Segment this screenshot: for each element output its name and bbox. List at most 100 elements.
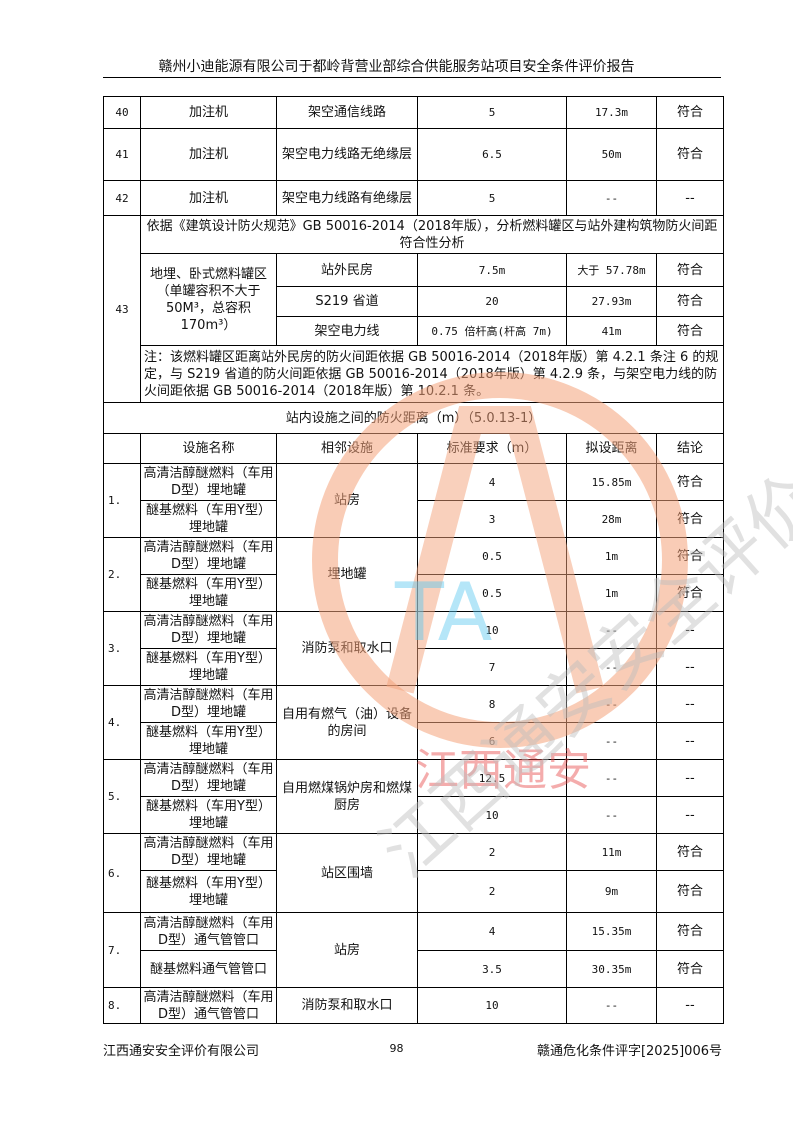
proposed-distance: -- xyxy=(566,611,657,649)
facility-name: 醚基燃料（车用Y型）埋地罐 xyxy=(140,870,277,913)
group-number: 2. xyxy=(103,537,141,612)
proposed-distance: -- xyxy=(566,722,657,760)
proposed-distance: 9m xyxy=(566,870,657,913)
facility-name: 加注机 xyxy=(140,128,277,181)
tank-area: 地埋、卧式燃料罐区（单罐容积不大于50M³，总容积 170m³） xyxy=(140,253,277,346)
proposed-distance: 41m xyxy=(566,316,657,346)
facility-name: 加注机 xyxy=(140,96,277,129)
conclusion: 符合 xyxy=(656,833,724,871)
standard-requirement: 10 xyxy=(417,987,567,1024)
standard-requirement: 4 xyxy=(417,463,567,501)
conclusion: -- xyxy=(656,796,724,834)
facility-name: 高清洁醇醚燃料（车用D型）埋地罐 xyxy=(140,463,277,501)
conclusion: 符合 xyxy=(656,574,724,612)
analysis-title: 依据《建筑设计防火规范》GB 50016-2014（2018年版），分析燃料罐区… xyxy=(140,215,724,254)
facility-name: 醚基燃料（车用Y型）埋地罐 xyxy=(140,574,277,612)
table-row: 8. 高清洁醇醚燃料（车用D型）通气管管口 消防泵和取水口 10 -- -- xyxy=(103,987,724,1024)
proposed-distance: 17.3m xyxy=(566,96,657,129)
standard-requirement: 7 xyxy=(417,648,567,686)
adjacent-facility: 站区围墙 xyxy=(276,833,418,913)
proposed-distance: 27.93m xyxy=(566,286,657,317)
row-number: 43 xyxy=(103,215,141,403)
section-title-row: 站内设施之间的防火距离（m）（5.0.13-1） xyxy=(103,402,724,434)
conclusion: 符合 xyxy=(656,912,724,951)
fire-distance-table: 40 加注机 架空通信线路 5 17.3m 符合 41 加注机 架空电力线路无绝缘层 6.5 50m… xyxy=(103,96,724,1024)
conclusion: 符合 xyxy=(656,253,724,287)
group-number: 3. xyxy=(103,611,141,686)
standard-requirement: 0.5 xyxy=(417,537,567,575)
conclusion: -- xyxy=(656,685,724,723)
group-number: 1. xyxy=(103,463,141,538)
row-number: 40 xyxy=(103,96,141,129)
standard-requirement: 10 xyxy=(417,611,567,649)
proposed-distance: 1m xyxy=(566,574,657,612)
facility-name: 高清洁醇醚燃料（车用D型）埋地罐 xyxy=(140,833,277,871)
column-header: 拟设距离 xyxy=(566,433,657,464)
page-number: 98 xyxy=(389,1042,404,1055)
conclusion: 符合 xyxy=(656,537,724,575)
facility-name: 醚基燃料通气管管口 xyxy=(140,950,277,988)
standard-requirement: 2 xyxy=(417,870,567,913)
conclusion: -- xyxy=(656,722,724,760)
proposed-distance: -- xyxy=(566,648,657,686)
facility-name: 醚基燃料（车用Y型）埋地罐 xyxy=(140,648,277,686)
standard-requirement: 5 xyxy=(417,96,567,129)
table-row: 醚基燃料通气管管口 3.5 30.35m 符合 xyxy=(104,950,724,988)
group-number: 5. xyxy=(103,759,141,834)
facility-name: 高清洁醇醚燃料（车用D型）埋地罐 xyxy=(140,611,277,649)
table-row: 42 加注机 架空电力线路有绝缘层 5 -- -- xyxy=(103,180,724,216)
note-text: 注：该燃料罐区距离站外民房的防火间距依据 GB 50016-2014（2018年… xyxy=(140,345,724,403)
standard-requirement: 3 xyxy=(417,500,567,538)
table-row: 3. 高清洁醇醚燃料（车用D型）埋地罐 消防泵和取水口 10 -- -- xyxy=(103,611,724,686)
group-number: 6. xyxy=(103,833,141,913)
proposed-distance: -- xyxy=(566,987,657,1024)
standard-requirement: 6.5 xyxy=(417,128,567,181)
adjacent-facility: 消防泵和取水口 xyxy=(276,611,418,686)
row-number: 41 xyxy=(103,128,141,181)
proposed-distance: -- xyxy=(566,180,657,216)
adjacent-facility: 站外民房 xyxy=(276,253,418,287)
group-number: 8. xyxy=(103,987,141,1024)
standard-requirement: 8 xyxy=(417,685,567,723)
facility-name: 高清洁醇醚燃料（车用D型）埋地罐 xyxy=(140,759,277,797)
facility-name: 高清洁醇醚燃料（车用D型）通气管管口 xyxy=(140,987,277,1024)
facility-name: 醚基燃料（车用Y型）埋地罐 xyxy=(140,500,277,538)
table-row: 6. 高清洁醇醚燃料（车用D型）埋地罐 站区围墙 2 11m 符合 xyxy=(103,833,724,913)
conclusion: -- xyxy=(656,648,724,686)
adjacent-facility: 自用有燃气（油）设备的房间 xyxy=(276,685,418,760)
table-row: 5. 高清洁醇醚燃料（车用D型）埋地罐 自用燃煤锅炉房和燃煤厨房 12.5 -- -- xyxy=(103,759,724,834)
proposed-distance: 大于 57.78m xyxy=(566,253,657,287)
standard-requirement: 5 xyxy=(417,180,567,216)
proposed-distance: 15.85m xyxy=(566,463,657,501)
standard-requirement: 2 xyxy=(417,833,567,871)
adjacent-facility: 自用燃煤锅炉房和燃煤厨房 xyxy=(276,759,418,834)
proposed-distance: -- xyxy=(566,796,657,834)
proposed-distance: 11m xyxy=(566,833,657,871)
section-title: 站内设施之间的防火距离（m）（5.0.13-1） xyxy=(103,402,724,434)
conclusion: 符合 xyxy=(656,96,724,129)
standard-requirement: 3.5 xyxy=(417,950,567,988)
facility-name: 高清洁醇醚燃料（车用D型）埋地罐 xyxy=(140,685,277,723)
proposed-distance: -- xyxy=(566,759,657,797)
facility-name: 醚基燃料（车用Y型）埋地罐 xyxy=(140,722,277,760)
group-number: 4. xyxy=(103,685,141,760)
conclusion: 符合 xyxy=(656,286,724,317)
header-divider xyxy=(103,77,721,78)
conclusion: -- xyxy=(656,759,724,797)
proposed-distance: 30.35m xyxy=(566,950,657,988)
footer-doc-number: 赣通危化条件评字[2025]006号 xyxy=(536,1044,722,1059)
conclusion: -- xyxy=(656,180,724,216)
proposed-distance: 1m xyxy=(566,537,657,575)
facility-name: 高清洁醇醚燃料（车用D型）通气管管口 xyxy=(140,912,277,951)
adjacent-facility: 埋地罐 xyxy=(276,537,418,612)
conclusion: 符合 xyxy=(656,316,724,346)
facility-name: 高清洁醇醚燃料（车用D型）埋地罐 xyxy=(140,537,277,575)
adjacent-facility: 架空电力线路无绝缘层 xyxy=(276,128,418,181)
group-number: 7. xyxy=(103,912,141,988)
standard-requirement: 10 xyxy=(417,796,567,834)
conclusion: 符合 xyxy=(656,128,724,181)
proposed-distance: 50m xyxy=(566,128,657,181)
conclusion: 符合 xyxy=(656,500,724,538)
column-header: 设施名称 xyxy=(140,433,277,464)
adjacent-facility: 站房 xyxy=(276,463,418,538)
